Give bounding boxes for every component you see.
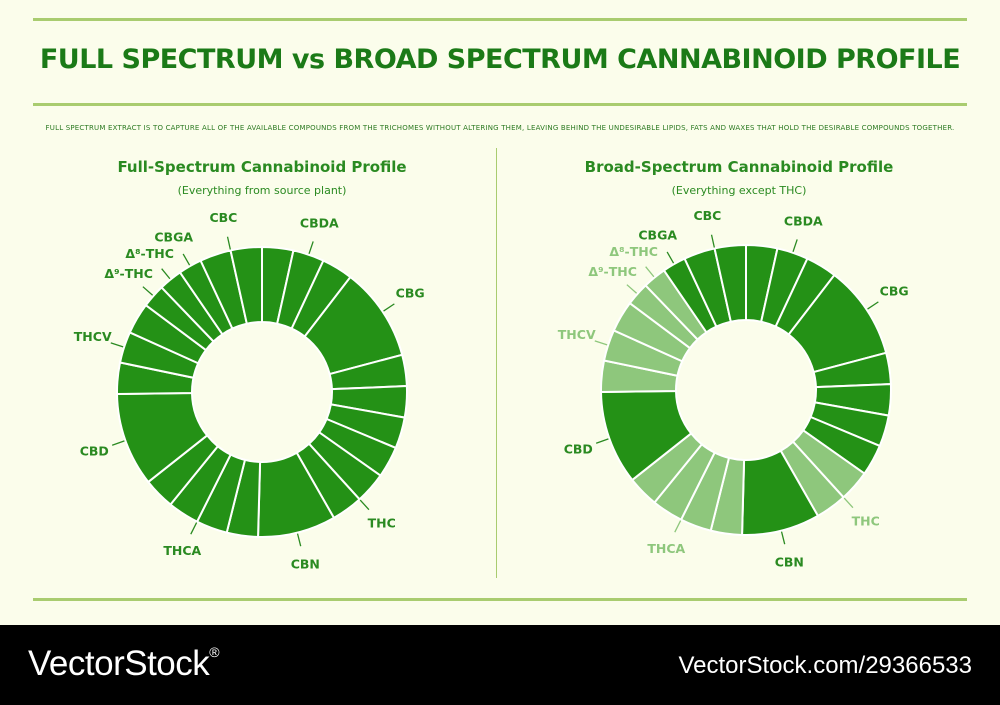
segment-label: CBG	[396, 285, 425, 300]
segment-label: CBN	[291, 557, 320, 572]
charts-canvas: CBDA CBG THC CBN THCA CBD THCV Δ⁹-THC Δ⁸-THC CBGA…	[74, 208, 909, 571]
segment-label: THC	[852, 514, 880, 529]
segment-label: THC	[368, 516, 396, 531]
brand-name: VectorStock	[28, 644, 210, 683]
segment-label: CBD	[80, 444, 109, 459]
leader-line	[710, 234, 715, 248]
right-panel-title: Broad-Spectrum Cannabinoid Profile	[584, 158, 894, 176]
segment-label: Δ⁹-THC	[104, 266, 153, 281]
segment-label: THCV	[558, 327, 596, 342]
segment-label: CBGA	[154, 229, 193, 244]
leader-line	[666, 251, 675, 264]
footer-brand: VectorStock®	[28, 644, 220, 684]
leader-line	[296, 533, 302, 547]
full-spectrum-donut: CBDA CBG THC CBN THCA CBD THCV Δ⁹-THC Δ⁸-THC CBGA…	[74, 210, 425, 571]
segment-label: THCV	[74, 329, 112, 344]
leader-line	[182, 253, 191, 266]
left-panel-title: Full-Spectrum Cannabinoid Profile	[117, 158, 407, 176]
leader-line	[867, 301, 879, 310]
donut-slice-cbc	[229, 245, 263, 325]
leader-line	[594, 340, 608, 346]
segment-label: Δ⁹-THC	[588, 264, 637, 279]
segment-label: CBN	[775, 555, 804, 570]
segment-label: THCA	[647, 541, 685, 556]
segment-label: CBDA	[300, 215, 339, 230]
footer-url: VectorStock.com/29366533	[678, 652, 972, 679]
leader-line	[595, 438, 609, 444]
leader-line	[645, 266, 655, 278]
segment-label: CBG	[880, 283, 909, 298]
leader-line	[161, 268, 171, 280]
leader-line	[142, 286, 154, 296]
leader-line	[792, 239, 798, 252]
bottom-rule	[33, 598, 967, 601]
segment-label: THCA	[163, 543, 201, 558]
segment-label: CBC	[209, 210, 237, 225]
leader-line	[190, 522, 198, 535]
leader-line	[383, 303, 395, 312]
leader-line	[843, 497, 854, 509]
title-underline-rule	[33, 103, 967, 106]
segment-label: CBD	[564, 442, 593, 457]
segment-label: Δ⁸-THC	[609, 244, 658, 259]
segment-label: Δ⁸-THC	[125, 246, 174, 261]
brand-trademark: ®	[209, 644, 220, 660]
panel-divider	[496, 148, 497, 578]
leader-line	[308, 241, 314, 254]
page-subtitle: Full spectrum extract is to capture all …	[45, 124, 955, 132]
right-panel-subtitle: (Everything except THC)	[671, 184, 807, 197]
leader-line	[626, 284, 638, 294]
leader-line	[359, 499, 370, 511]
segment-label: CBC	[693, 208, 721, 223]
segment-label: CBDA	[784, 213, 823, 228]
leader-line	[780, 531, 786, 545]
leader-line	[226, 236, 231, 250]
leader-line	[111, 440, 125, 446]
page-title: FULL SPECTRUM vs BROAD SPECTRUM CANNABIN…	[39, 44, 961, 75]
leader-line	[110, 342, 124, 348]
footer-bar	[0, 625, 1000, 705]
leader-line	[674, 520, 682, 533]
segment-label: CBGA	[638, 227, 677, 242]
left-panel-subtitle: (Everything from source plant)	[177, 184, 347, 197]
donut-slice-cbc	[713, 243, 747, 323]
top-rule	[33, 18, 967, 21]
broad-spectrum-donut: CBDA CBG THC CBN THCA CBD THCV Δ⁹-THC Δ⁸-THC CBGA…	[558, 208, 909, 569]
